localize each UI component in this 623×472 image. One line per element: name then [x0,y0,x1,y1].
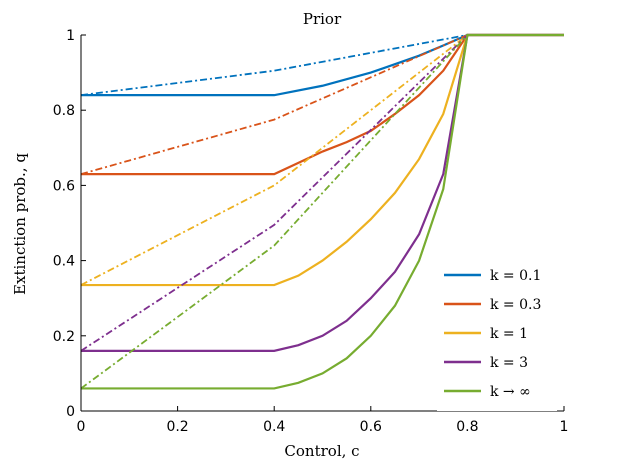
y-tick-label: 0.4 [53,254,75,270]
x-axis-label: Control, c [284,442,359,460]
legend-label: k = 0.3 [490,297,541,313]
series-1-solid-line [81,33,564,97]
series-3-dashdot-line [80,34,564,286]
legend-label: k = 3 [490,355,528,371]
series-4-dashdot-line [80,34,564,352]
x-tick-label: 0.2 [166,419,188,435]
series-5-solid-line [81,33,564,390]
x-tick-label: 1 [560,419,569,435]
chart-title: Prior [303,10,342,28]
y-tick-label: 1 [66,28,75,44]
y-tick-label: 0.6 [53,178,75,194]
y-tick-label: 0.8 [53,103,75,119]
y-tick-label: 0.2 [53,329,75,345]
legend-label: k → ∞ [490,384,531,400]
series-3-solid-line [81,33,564,287]
legend-label: k = 1 [490,326,528,342]
series-2-dashdot-line [80,34,564,175]
y-axis-label: Extinction prob., q [11,153,29,295]
legend-label: k = 0.1 [490,268,541,284]
series-4-solid-line [81,33,564,352]
legend-box [437,258,557,411]
y-tick-label: 0 [66,404,75,420]
x-tick-label: 0 [77,419,86,435]
legend: k = 0.1 k = 0.3 k = 1 k = 3 k → ∞ [437,258,557,411]
x-tick-label: 0.4 [263,419,285,435]
axes: 0 0.2 0.4 0.6 0.8 1 0 0.2 0.4 0.6 0.8 1 [53,28,569,435]
series-lines [80,33,564,390]
x-tick-label: 0.6 [360,419,382,435]
x-tick-label: 0.8 [456,419,478,435]
